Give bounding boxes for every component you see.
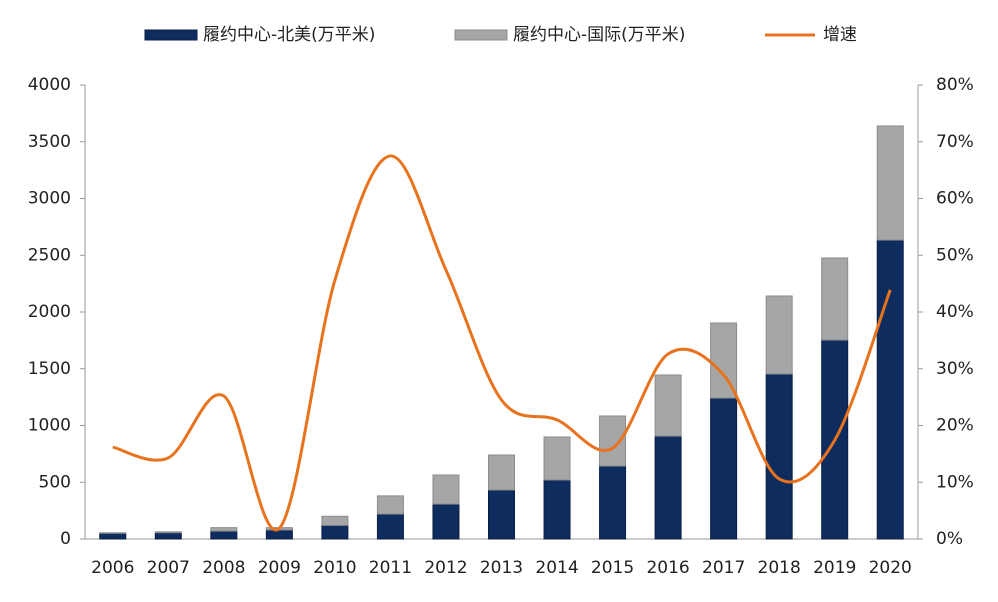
y-tick-label: 0 xyxy=(60,529,71,549)
bar xyxy=(710,322,738,399)
x-tick-label: 2008 xyxy=(202,558,245,578)
bar xyxy=(876,125,904,241)
y-tick-label: 500 xyxy=(39,472,71,492)
bar xyxy=(99,532,127,534)
y2-tick-label: 80% xyxy=(936,75,974,95)
bar xyxy=(321,524,349,540)
bar xyxy=(765,295,793,375)
x-tick-label: 2018 xyxy=(758,558,801,578)
y-tick-label: 1500 xyxy=(28,359,71,379)
y2-tick-label: 10% xyxy=(936,472,974,492)
x-tick-label: 2014 xyxy=(535,558,578,578)
y2-tick-label: 20% xyxy=(936,416,974,436)
y2-tick-label: 0% xyxy=(936,529,963,549)
bar xyxy=(432,474,460,505)
bar xyxy=(543,479,571,540)
y2-tick-label: 30% xyxy=(936,359,974,379)
y2-tick-label: 50% xyxy=(936,245,974,265)
x-tick-label: 2007 xyxy=(147,558,190,578)
legend-label: 履约中心-北美(万平米) xyxy=(203,25,375,45)
y2-tick-label: 40% xyxy=(936,302,974,322)
x-tick-label: 2013 xyxy=(480,558,523,578)
bar xyxy=(210,530,238,540)
line xyxy=(112,154,892,532)
bar xyxy=(765,373,793,540)
legend-label: 增速 xyxy=(823,25,857,45)
y-tick-label: 4000 xyxy=(28,75,71,95)
bar xyxy=(376,495,404,515)
bar xyxy=(99,532,127,540)
legend-swatch xyxy=(144,29,198,41)
bar xyxy=(321,515,349,526)
bar xyxy=(599,465,627,540)
x-tick-label: 2006 xyxy=(91,558,134,578)
bar xyxy=(876,239,904,540)
x-tick-label: 2010 xyxy=(313,558,356,578)
x-tick-label: 2017 xyxy=(702,558,745,578)
legend-label: 履约中心-国际(万平米) xyxy=(513,25,685,45)
bar xyxy=(488,454,515,491)
y-tick-label: 3500 xyxy=(28,132,71,152)
x-tick-label: 2020 xyxy=(869,558,912,578)
x-tick-label: 2016 xyxy=(646,558,689,578)
bar xyxy=(265,529,293,540)
bar xyxy=(488,489,515,540)
x-tick-label: 2019 xyxy=(813,558,856,578)
y-tick-label: 1000 xyxy=(28,416,71,436)
x-tick-label: 2015 xyxy=(591,558,634,578)
bar xyxy=(654,435,682,540)
y2-tick-label: 60% xyxy=(936,189,974,209)
bar xyxy=(821,257,849,341)
y-tick-label: 3000 xyxy=(28,189,71,209)
bar xyxy=(543,436,571,481)
bar xyxy=(654,374,682,437)
bar xyxy=(376,513,404,540)
legend-swatch xyxy=(454,29,508,41)
bar xyxy=(432,503,460,540)
bar xyxy=(210,527,238,532)
x-tick-label: 2009 xyxy=(258,558,301,578)
bar xyxy=(154,532,182,540)
y-tick-label: 2000 xyxy=(28,302,71,322)
x-tick-label: 2012 xyxy=(424,558,467,578)
y-tick-label: 2500 xyxy=(28,245,71,265)
bar xyxy=(710,397,738,540)
bar xyxy=(154,531,182,534)
x-tick-label: 2011 xyxy=(369,558,412,578)
y2-tick-label: 70% xyxy=(936,132,974,152)
